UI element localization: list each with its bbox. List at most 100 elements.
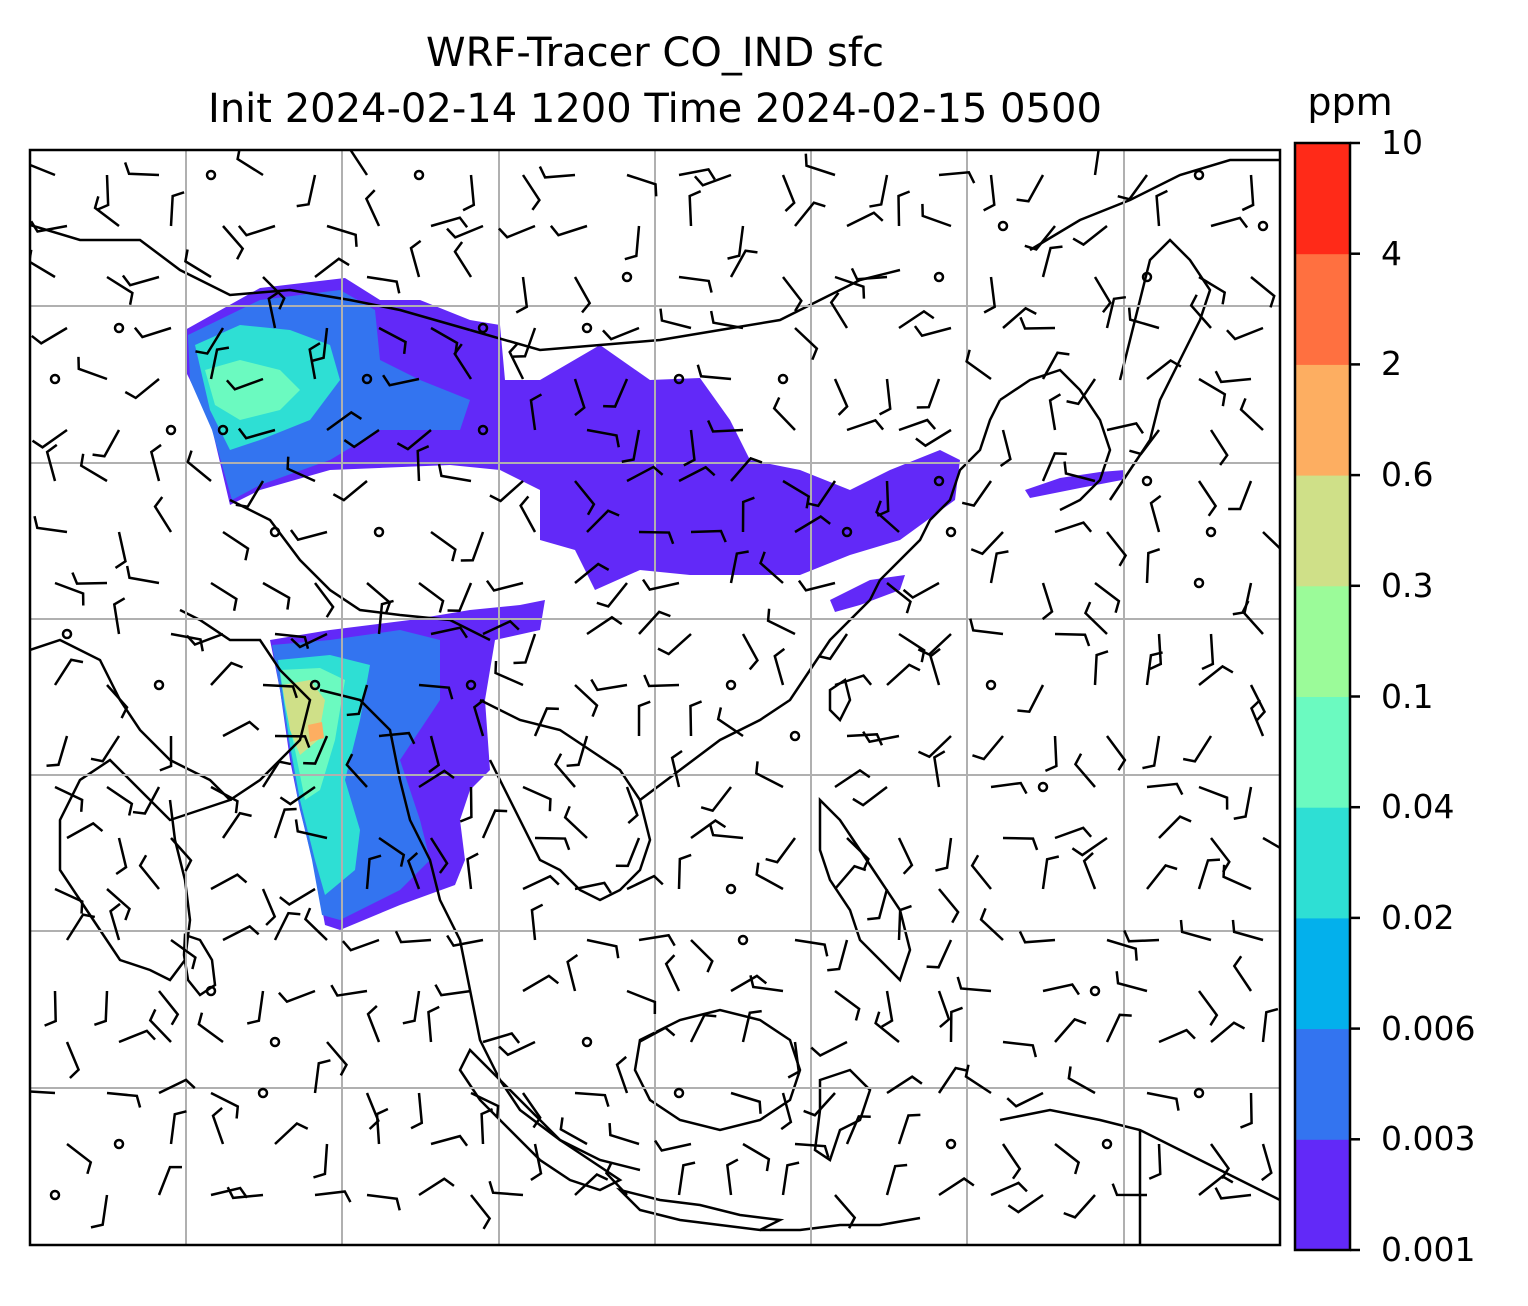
calm-wind-marker xyxy=(725,883,737,895)
wind-barb xyxy=(829,292,849,329)
calm-wind-marker xyxy=(477,322,489,334)
wind-barb xyxy=(1041,245,1063,278)
colorbar-tick-label: 0.001 xyxy=(1381,1230,1476,1269)
wind-barb xyxy=(1073,753,1096,788)
wind-barb xyxy=(574,684,599,718)
wind-barb xyxy=(1041,351,1070,380)
wind-barb xyxy=(308,342,321,380)
border-china-mongolia xyxy=(469,268,901,352)
wind-barb xyxy=(159,735,173,772)
wind-barb xyxy=(1041,582,1054,621)
wind-barb xyxy=(262,276,286,310)
wind-barb xyxy=(1106,938,1138,961)
calm-wind-marker xyxy=(673,373,685,385)
wind-barb xyxy=(237,427,276,440)
wind-barb xyxy=(846,733,884,746)
wind-barb xyxy=(566,953,579,992)
wind-barb xyxy=(515,276,529,314)
wind-barb xyxy=(938,1177,975,1197)
colorbar-tick-label: 4 xyxy=(1381,233,1402,273)
wind-barb xyxy=(563,805,588,839)
wind-barb xyxy=(678,167,716,181)
wind-barb xyxy=(1082,852,1097,890)
gridlines xyxy=(30,150,1280,1245)
wind-barb xyxy=(602,326,640,341)
wind-barb xyxy=(688,190,702,227)
wind-barb xyxy=(1240,1092,1253,1129)
calm-wind-marker xyxy=(581,322,593,334)
wind-barb xyxy=(375,1107,389,1145)
wind-barb xyxy=(30,163,56,177)
calm-wind-marker xyxy=(1141,271,1153,283)
wind-barb xyxy=(766,608,796,636)
wind-barb xyxy=(303,735,329,765)
wind-barb xyxy=(1094,582,1121,614)
wind-barb xyxy=(341,938,380,952)
wind-barb xyxy=(1093,276,1112,314)
wind-barb xyxy=(314,257,350,278)
wind-barb xyxy=(615,837,641,868)
wind-barb xyxy=(913,325,952,338)
wind-barb xyxy=(79,453,108,483)
wind-barb xyxy=(1002,1040,1038,1058)
wind-barb xyxy=(210,661,243,686)
wind-barb xyxy=(917,735,952,759)
wind-barb xyxy=(782,276,803,312)
wind-barb xyxy=(1179,919,1212,942)
wind-barb xyxy=(1019,316,1056,330)
wind-barb xyxy=(690,939,714,973)
calm-wind-marker xyxy=(217,424,229,436)
wind-barb xyxy=(677,1161,696,1196)
wind-barb xyxy=(615,1055,629,1094)
wind-barb xyxy=(1054,826,1093,840)
calm-wind-marker xyxy=(153,679,165,691)
wind-barb xyxy=(1063,461,1096,483)
wind-barb xyxy=(364,189,381,227)
colorbar-tick-label: 0.3 xyxy=(1381,565,1434,605)
calm-wind-marker xyxy=(1089,985,1101,997)
wind-barb xyxy=(1201,633,1215,671)
wind-barb xyxy=(689,1013,717,1043)
calm-wind-marker xyxy=(673,1087,685,1099)
wind-barb xyxy=(210,581,238,611)
wind-barb xyxy=(459,786,473,823)
wind-barb xyxy=(112,597,126,635)
wind-barb xyxy=(972,735,1004,761)
calm-wind-marker xyxy=(621,271,633,283)
wind-barb xyxy=(124,378,160,400)
wind-barb xyxy=(96,174,110,211)
wind-barb xyxy=(118,1029,156,1044)
wind-barb xyxy=(121,274,160,287)
map-subtitle: Init 2024-02-14 1200 Time 2024-02-15 050… xyxy=(208,86,1102,132)
wind-barb xyxy=(1002,306,1037,329)
wind-barb xyxy=(852,786,888,807)
wind-barb xyxy=(772,396,796,431)
wind-barb xyxy=(935,837,953,872)
colorbar-segment xyxy=(1295,585,1350,697)
calm-wind-marker xyxy=(1193,169,1205,181)
calm-wind-marker xyxy=(205,985,217,997)
wind-barb xyxy=(754,761,784,789)
wind-barb xyxy=(1041,452,1067,482)
wind-barb xyxy=(833,378,849,416)
wind-barb xyxy=(730,456,763,482)
wind-barb xyxy=(1067,1066,1096,1095)
wind-barb xyxy=(522,785,552,812)
wind-barb xyxy=(512,327,537,358)
wind-barb xyxy=(574,1091,610,1108)
wind-barb xyxy=(394,930,432,944)
wind-barb xyxy=(378,836,406,867)
wind-barb xyxy=(314,1190,352,1203)
wind-barb xyxy=(402,990,421,1025)
wind-barb xyxy=(1017,684,1045,714)
wind-barb xyxy=(470,1194,492,1230)
wind-barb xyxy=(624,225,641,261)
wind-barb xyxy=(138,854,160,890)
wind-barb xyxy=(289,529,328,542)
wind-barb xyxy=(184,249,212,279)
wind-barb xyxy=(1149,633,1163,671)
wind-barb xyxy=(472,698,485,737)
wind-barb xyxy=(267,291,280,329)
wind-barb xyxy=(586,938,620,959)
colorbar-tick-label: 0.6 xyxy=(1381,455,1434,495)
